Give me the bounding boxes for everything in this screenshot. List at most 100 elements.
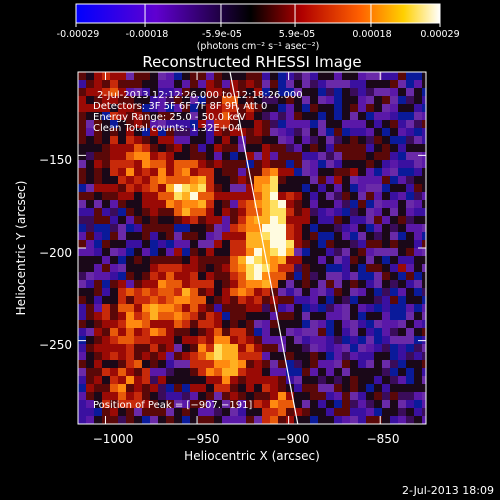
heatmap-cell — [254, 104, 262, 112]
heatmap-cell — [414, 368, 422, 376]
heatmap-cell — [390, 176, 398, 184]
heatmap-cell — [166, 168, 174, 176]
annotation-peak-position: Position of Peak = [−907.−191] — [93, 400, 252, 411]
heatmap-cell — [254, 312, 262, 320]
heatmap-cell — [182, 72, 190, 80]
heatmap-cell — [190, 192, 198, 200]
heatmap-cell — [222, 416, 230, 424]
heatmap-cell — [422, 256, 426, 264]
heatmap-cell — [182, 112, 190, 120]
heatmap-cell — [78, 376, 86, 384]
heatmap-cell — [350, 336, 358, 344]
heatmap-cell — [222, 248, 230, 256]
heatmap-cell — [182, 320, 190, 328]
heatmap-cell — [238, 144, 246, 152]
heatmap-cell — [246, 88, 254, 96]
heatmap-cell — [94, 360, 102, 368]
heatmap-cell — [318, 360, 326, 368]
heatmap-cell — [342, 240, 350, 248]
heatmap-cell — [238, 256, 246, 264]
heatmap-cell — [310, 200, 318, 208]
heatmap-cell — [78, 104, 86, 112]
heatmap-cell — [302, 312, 310, 320]
heatmap-cell — [278, 112, 286, 120]
heatmap-cell — [134, 392, 142, 400]
heatmap-cell — [366, 192, 374, 200]
heatmap-cell — [358, 280, 366, 288]
heatmap-cell — [222, 208, 230, 216]
heatmap-cell — [222, 232, 230, 240]
heatmap-cell — [190, 104, 198, 112]
heatmap-cell — [270, 224, 278, 232]
heatmap-cell — [350, 184, 358, 192]
heatmap-cell — [254, 368, 262, 376]
heatmap-cell — [326, 96, 334, 104]
heatmap-cell — [142, 264, 150, 272]
heatmap-cell — [422, 416, 426, 424]
heatmap-cell — [198, 184, 206, 192]
heatmap-cell — [238, 416, 246, 424]
heatmap-cell — [334, 104, 342, 112]
heatmap-cell — [262, 264, 270, 272]
heatmap-cell — [334, 256, 342, 264]
heatmap-cell — [326, 152, 334, 160]
heatmap-cell — [78, 176, 86, 184]
heatmap-cell — [422, 232, 426, 240]
heatmap-cell — [310, 248, 318, 256]
heatmap-cell — [414, 232, 422, 240]
heatmap-cell — [342, 224, 350, 232]
heatmap-cell — [166, 96, 174, 104]
heatmap-cell — [382, 384, 390, 392]
heatmap-cell — [342, 200, 350, 208]
heatmap-cell — [350, 224, 358, 232]
heatmap-cell — [414, 88, 422, 96]
heatmap-cell — [150, 320, 158, 328]
heatmap-cell — [198, 96, 206, 104]
heatmap-cell — [118, 384, 126, 392]
heatmap-cell — [358, 192, 366, 200]
heatmap-cell — [142, 112, 150, 120]
heatmap-cell — [190, 248, 198, 256]
heatmap-cell — [318, 136, 326, 144]
heatmap-cell — [126, 416, 134, 424]
heatmap-cell — [134, 216, 142, 224]
heatmap-cell — [254, 256, 262, 264]
heatmap-cell — [302, 240, 310, 248]
heatmap-cell — [390, 104, 398, 112]
heatmap-cell — [142, 360, 150, 368]
heatmap-cell — [422, 120, 426, 128]
heatmap-cell — [150, 96, 158, 104]
heatmap-cell — [286, 264, 294, 272]
heatmap-cell — [278, 352, 286, 360]
x-tick-label: −850 — [367, 432, 400, 446]
heatmap-cell — [222, 408, 230, 416]
heatmap-cell — [142, 168, 150, 176]
heatmap-cell — [134, 192, 142, 200]
heatmap-cell — [302, 72, 310, 80]
heatmap-cell — [134, 88, 142, 96]
heatmap-cell — [390, 200, 398, 208]
heatmap-cell — [262, 248, 270, 256]
heatmap-cell — [166, 272, 174, 280]
heatmap-cell — [374, 400, 382, 408]
heatmap-cell — [230, 168, 238, 176]
heatmap-cell — [230, 256, 238, 264]
heatmap-cell — [190, 256, 198, 264]
heatmap-cell — [366, 312, 374, 320]
heatmap-cell — [94, 192, 102, 200]
heatmap-cell — [286, 288, 294, 296]
heatmap-cell — [382, 328, 390, 336]
heatmap-cell — [270, 160, 278, 168]
heatmap-cell — [358, 312, 366, 320]
heatmap-cell — [78, 336, 86, 344]
heatmap-cell — [262, 144, 270, 152]
heatmap-cell — [214, 192, 222, 200]
heatmap-cell — [118, 192, 126, 200]
heatmap-cell — [78, 344, 86, 352]
heatmap-cell — [118, 184, 126, 192]
heatmap-cell — [110, 256, 118, 264]
heatmap-cell — [358, 408, 366, 416]
heatmap-cell — [286, 184, 294, 192]
heatmap-cell — [254, 352, 262, 360]
heatmap-cell — [294, 344, 302, 352]
